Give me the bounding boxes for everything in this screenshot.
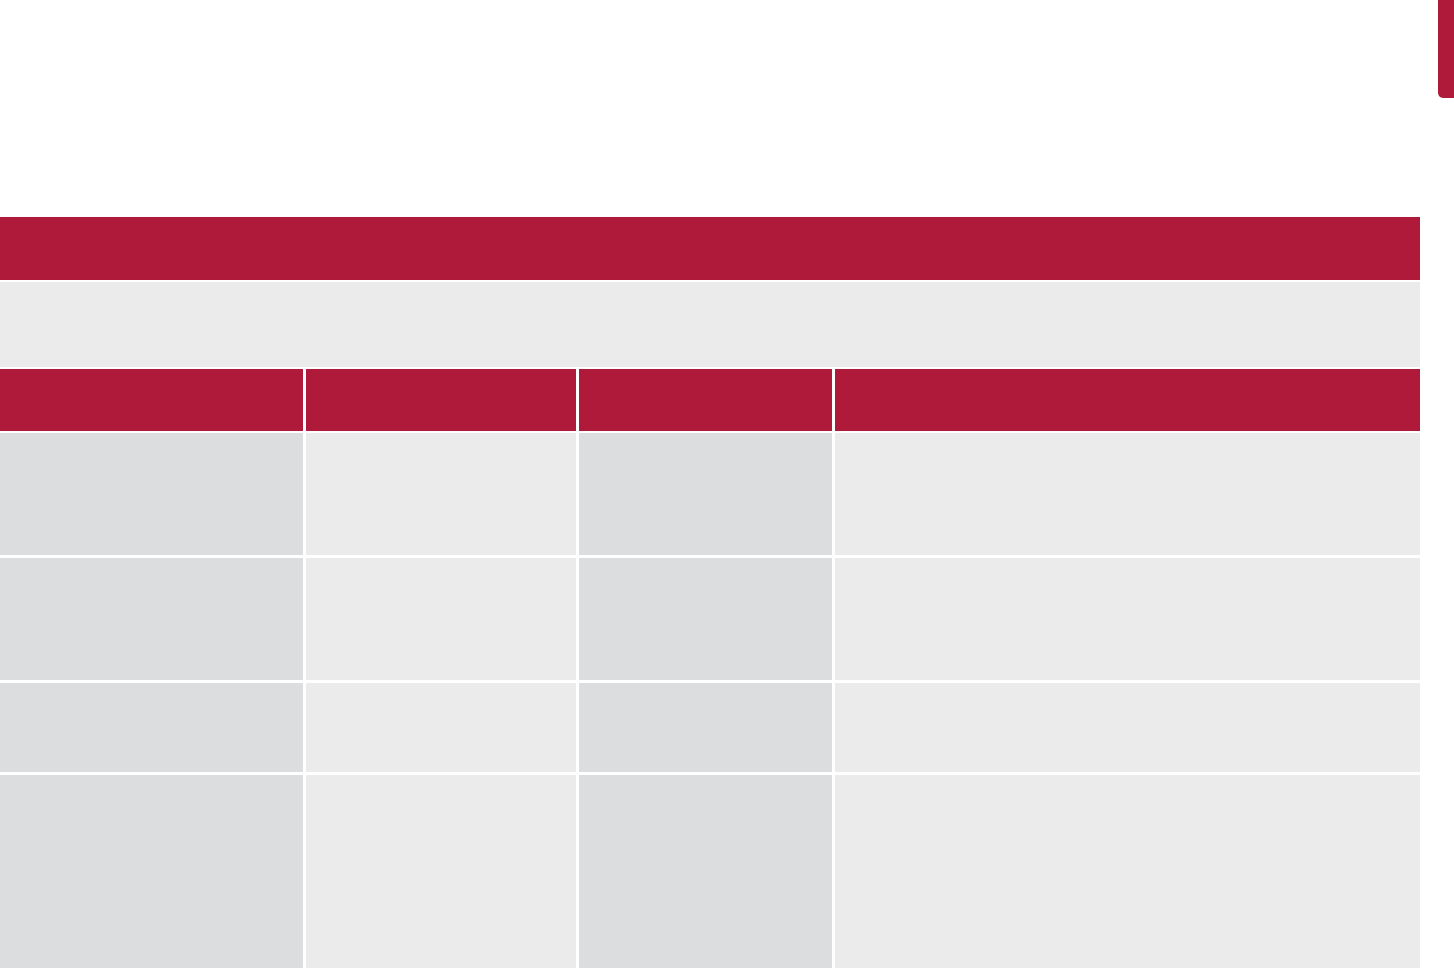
table-cell: [579, 433, 832, 555]
table-cell: [0, 433, 303, 555]
table-cell: [579, 775, 832, 968]
table-cell: [306, 775, 576, 968]
table-cell: [0, 683, 303, 772]
header-cell: [835, 369, 1420, 431]
table-row: [0, 683, 1420, 772]
table-cell: [306, 433, 576, 555]
table-row: [0, 433, 1420, 555]
header-cell: [579, 369, 832, 431]
table-row: [0, 775, 1420, 968]
table-cell: [835, 433, 1420, 555]
table-cell: [835, 775, 1420, 968]
table-cell: [835, 558, 1420, 680]
table-cell: [0, 558, 303, 680]
table-cell: [579, 558, 832, 680]
table: [0, 217, 1420, 968]
table-cell: [306, 558, 576, 680]
header-cell: [306, 369, 576, 431]
table-row: [0, 558, 1420, 680]
table-cell: [306, 683, 576, 772]
table-cell: [835, 683, 1420, 772]
side-tab[interactable]: [1438, 0, 1454, 98]
header-row: [0, 369, 1420, 431]
header-cell: [0, 369, 303, 431]
table-subtitle-bar: [0, 282, 1420, 367]
table-cell: [0, 775, 303, 968]
table-cell: [579, 683, 832, 772]
table-title-bar: [0, 217, 1420, 280]
